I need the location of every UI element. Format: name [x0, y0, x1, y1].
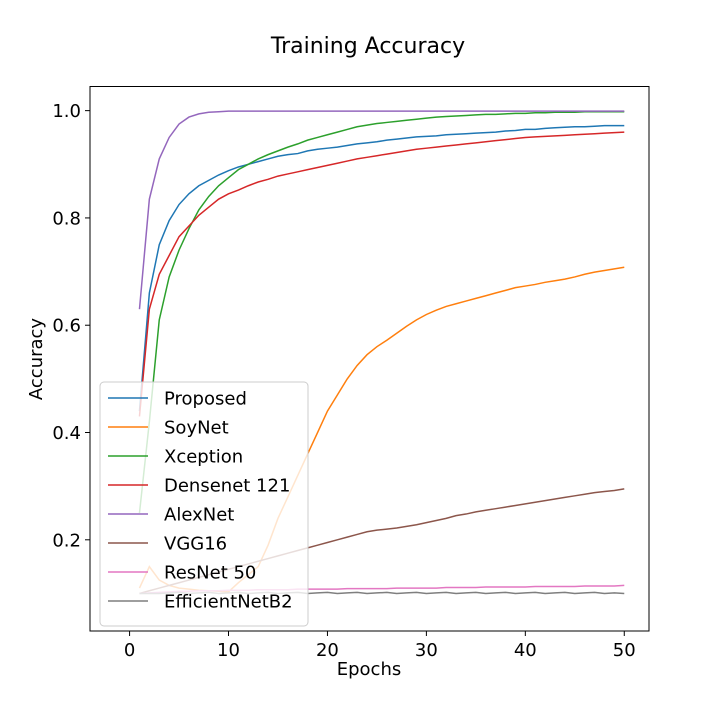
series-line-4	[138, 110, 625, 310]
legend-label: Proposed	[164, 389, 247, 410]
x-tick-label: 40	[514, 640, 537, 661]
series-line-3	[138, 131, 625, 417]
axes-frame	[89, 86, 650, 632]
x-axis-label: Epochs	[337, 659, 402, 680]
series-line-2	[138, 110, 625, 514]
y-tick-label: 0.4	[52, 423, 81, 444]
legend-label: VGG16	[164, 534, 227, 555]
y-tick-label: 0.2	[52, 530, 81, 551]
y-tick-label: 1.0	[52, 101, 81, 122]
x-tick-label: 50	[613, 640, 636, 661]
legend-label: EfficientNetB2	[164, 592, 293, 613]
legend-label: AlexNet	[164, 505, 234, 526]
y-tick-label: 0.8	[52, 208, 81, 229]
y-tick-label: 0.6	[52, 316, 81, 337]
x-tick-label: 0	[124, 640, 135, 661]
legend-label: Densenet 121	[164, 476, 290, 497]
legend: Proposed SoyNet Xception Densenet 121 AlexNe…	[99, 381, 309, 627]
chart-title: Training Accuracy	[270, 34, 465, 59]
x-tick-label: 30	[415, 640, 438, 661]
y-axis-label: Accuracy	[26, 318, 47, 401]
legend-box	[99, 381, 309, 627]
x-axis: 0 10 20 30 40 50	[124, 631, 636, 661]
legend-label: Xception	[164, 447, 243, 468]
x-tick-label: 10	[217, 640, 240, 661]
x-tick-label: 20	[316, 640, 339, 661]
legend-label: SoyNet	[164, 418, 229, 439]
legend-label: ResNet 50	[164, 563, 256, 584]
y-axis: 0.2 0.4 0.6 0.8 1.0	[52, 101, 90, 551]
series-line-0	[138, 124, 625, 412]
